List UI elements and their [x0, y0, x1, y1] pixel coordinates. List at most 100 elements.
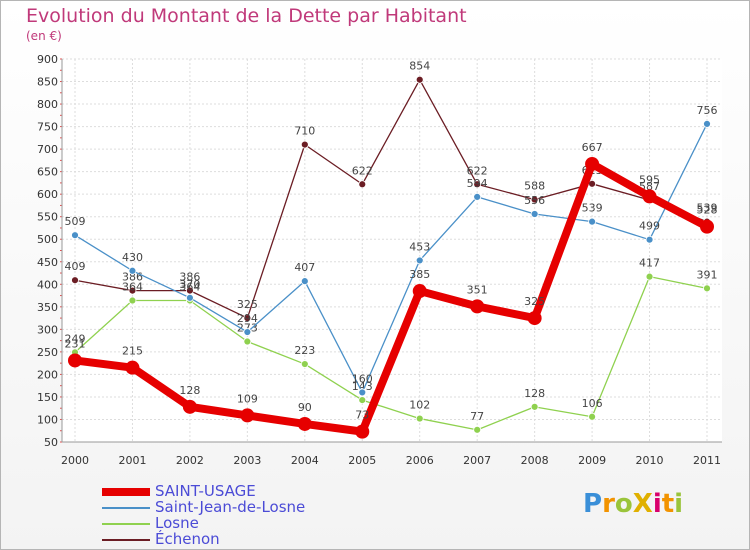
data-point: [415, 414, 424, 423]
data-label: 528: [697, 204, 718, 217]
data-label: 325: [237, 298, 258, 311]
data-point: [300, 277, 309, 286]
data-point: [182, 399, 197, 414]
legend-label: SAINT-USAGE: [155, 482, 256, 500]
data-point: [243, 337, 252, 346]
data-point: [530, 210, 539, 218]
x-tick-label: 2000: [61, 454, 89, 467]
data-point: [300, 360, 309, 368]
data-label: 249: [65, 332, 86, 345]
x-tick-label: 2003: [233, 454, 261, 467]
data-label: 223: [294, 344, 315, 357]
logo-letter: X: [632, 489, 653, 519]
data-label: 588: [524, 180, 545, 193]
y-tick-label: 100: [37, 413, 58, 426]
data-point: [358, 388, 367, 397]
data-label: 106: [582, 397, 603, 410]
x-tick-label: 2010: [636, 454, 664, 467]
data-label: 667: [582, 141, 603, 154]
x-tick-label: 2004: [291, 454, 319, 467]
data-point: [473, 425, 482, 434]
data-label: 622: [467, 164, 488, 177]
data-label: 77: [470, 410, 484, 423]
data-point: [585, 156, 600, 171]
data-label: 273: [237, 322, 258, 335]
data-label: 430: [122, 251, 143, 264]
y-tick-label: 900: [37, 53, 58, 66]
data-label: 325: [524, 295, 545, 308]
y-tick-label: 600: [37, 188, 58, 201]
x-tick-label: 2001: [118, 454, 146, 467]
data-label: 539: [582, 202, 603, 215]
plot-area: [62, 59, 722, 442]
data-point: [300, 140, 309, 149]
data-point: [186, 293, 194, 302]
data-point: [473, 180, 482, 189]
legend-label: Saint-Jean-de-Losne: [155, 498, 306, 516]
x-tick-label: 2011: [693, 454, 721, 467]
data-label: 407: [294, 261, 315, 274]
data-label: 231: [65, 337, 86, 350]
data-label: 509: [65, 215, 86, 228]
data-label: 294: [237, 312, 258, 325]
x-tick-label: 2007: [463, 454, 491, 467]
y-tick-label: 150: [37, 391, 58, 404]
y-tick-label: 700: [37, 143, 58, 156]
y-tick-label: 300: [37, 323, 58, 336]
series-line-Échenon: [74, 79, 708, 319]
data-point: [415, 256, 424, 265]
y-tick-label: 200: [37, 368, 58, 381]
data-label: 386: [179, 271, 200, 284]
x-tick-label: 2005: [348, 454, 376, 467]
data-label: 73: [355, 409, 369, 422]
data-point: [412, 284, 427, 299]
data-label: 90: [298, 401, 312, 414]
data-label: 622: [352, 164, 373, 177]
data-point: [415, 75, 424, 84]
data-label: 499: [639, 220, 660, 233]
x-tick-label: 2009: [578, 454, 606, 467]
data-point: [473, 192, 482, 201]
y-tick-label: 50: [44, 436, 58, 449]
data-point: [243, 314, 252, 322]
data-label: 453: [409, 240, 430, 253]
data-label: 710: [294, 125, 315, 138]
chart-subtitle: (en €): [26, 29, 62, 43]
data-label: 160: [352, 372, 373, 385]
data-point: [703, 119, 711, 128]
data-point: [700, 219, 714, 234]
data-point: [703, 284, 711, 293]
data-point: [128, 296, 137, 305]
data-label: 351: [467, 283, 488, 296]
y-tick-label: 400: [37, 278, 58, 291]
data-point: [71, 276, 79, 285]
data-point: [355, 424, 370, 439]
data-label: 109: [237, 392, 258, 405]
data-label: 539: [697, 202, 718, 215]
legend-label: Losne: [155, 514, 199, 532]
data-label: 756: [697, 104, 718, 117]
data-point: [530, 402, 539, 411]
data-point: [243, 328, 252, 336]
y-tick-label: 850: [37, 76, 58, 89]
x-tick-label: 2006: [406, 454, 434, 467]
logo-letter: r: [602, 489, 615, 519]
data-point: [470, 299, 485, 314]
series-line-Saint-Jean-de-Losne: [74, 123, 708, 394]
data-point: [530, 195, 539, 204]
y-tick-label: 500: [37, 233, 58, 246]
data-point: [71, 231, 79, 240]
data-label: 128: [179, 384, 200, 397]
y-tick-label: 800: [37, 98, 58, 111]
y-tick-label: 250: [37, 346, 58, 359]
data-point: [642, 189, 657, 204]
x-tick-label: 2002: [176, 454, 204, 467]
data-label: 364: [122, 281, 143, 294]
data-point: [358, 396, 367, 404]
data-point: [645, 235, 654, 244]
series-line-Losne: [74, 275, 708, 431]
data-point: [68, 353, 82, 368]
x-tick-label: 2008: [521, 454, 549, 467]
data-label: 556: [524, 194, 545, 207]
